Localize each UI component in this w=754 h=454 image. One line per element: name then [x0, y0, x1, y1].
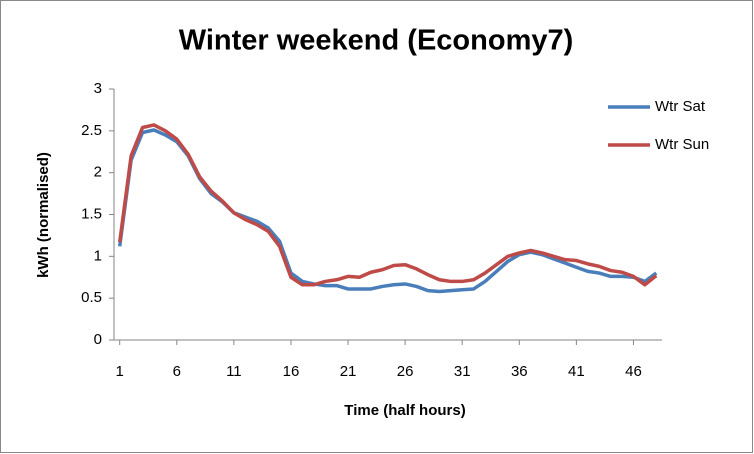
y-axis-label: kWh (normalised) — [35, 152, 52, 278]
y-tick-label: 2.5 — [81, 122, 102, 139]
x-tick-label: 16 — [283, 363, 300, 380]
x-axis-label: Time (half hours) — [344, 402, 465, 419]
x-tick-label: 41 — [568, 363, 585, 380]
legend-label: Wtr Sat — [655, 98, 706, 115]
y-tick-label: 2 — [94, 164, 102, 181]
y-tick-label: 1 — [94, 247, 102, 264]
legend-label: Wtr Sun — [655, 136, 709, 153]
y-tick-label: 1.5 — [81, 205, 102, 222]
x-tick-label: 6 — [173, 363, 181, 380]
x-tick-label: 26 — [397, 363, 414, 380]
x-tick-label: 11 — [226, 363, 242, 380]
x-tick-label: 21 — [340, 363, 357, 380]
x-tick-label: 1 — [116, 363, 124, 380]
y-tick-label: 0.5 — [81, 289, 102, 306]
series-line — [117, 123, 658, 287]
x-tick-label: 46 — [625, 363, 642, 380]
x-tick-label: 31 — [454, 363, 471, 380]
y-tick-label: 3 — [94, 80, 102, 97]
chart-title: Winter weekend (Economy7) — [179, 25, 574, 57]
y-tick-label: 0 — [94, 331, 102, 348]
x-tick-label: 36 — [511, 363, 528, 380]
